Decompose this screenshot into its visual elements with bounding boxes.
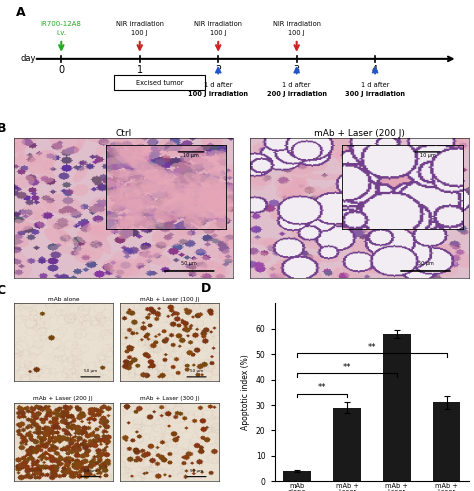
Text: A: A <box>16 6 26 19</box>
Text: **: ** <box>318 383 326 392</box>
Text: 3: 3 <box>293 65 300 76</box>
Title: mAb + Laser (300 J): mAb + Laser (300 J) <box>140 396 200 402</box>
FancyBboxPatch shape <box>114 75 205 90</box>
Text: 50 μm: 50 μm <box>84 369 97 373</box>
Text: 50 μm: 50 μm <box>190 369 203 373</box>
Bar <box>333 408 361 481</box>
Text: NIR irradiation: NIR irradiation <box>194 21 242 27</box>
Title: Ctrl: Ctrl <box>116 129 132 137</box>
Text: D: D <box>201 282 211 295</box>
Text: B: B <box>0 122 6 135</box>
Text: i.v.: i.v. <box>56 30 66 36</box>
Title: mAb + Laser (200 J): mAb + Laser (200 J) <box>34 396 93 402</box>
Text: 1 d after: 1 d after <box>361 82 389 88</box>
Y-axis label: Apoptotic index (%): Apoptotic index (%) <box>241 355 250 430</box>
Text: 1 d after: 1 d after <box>204 82 232 88</box>
Text: 1 d after: 1 d after <box>283 82 311 88</box>
Text: 50 μm: 50 μm <box>418 261 433 266</box>
Text: 200 J irradiation: 200 J irradiation <box>267 91 327 97</box>
Text: day: day <box>20 55 36 63</box>
Text: 50 μm: 50 μm <box>84 469 97 473</box>
Text: 0: 0 <box>58 65 64 76</box>
Text: 50 μm: 50 μm <box>182 261 197 266</box>
Title: mAb alone: mAb alone <box>47 297 79 301</box>
Text: NIR irradiation: NIR irradiation <box>273 21 320 27</box>
Title: mAb + Laser (100 J): mAb + Laser (100 J) <box>140 297 200 301</box>
Title: mAb + Laser (200 J): mAb + Laser (200 J) <box>314 129 405 137</box>
Text: C: C <box>0 284 6 297</box>
Text: 100 J: 100 J <box>210 30 227 36</box>
Text: 2: 2 <box>215 65 221 76</box>
Text: 100 J: 100 J <box>288 30 305 36</box>
Bar <box>283 471 311 481</box>
Text: 300 J irradiation: 300 J irradiation <box>345 91 405 97</box>
Text: **: ** <box>343 363 351 372</box>
Text: **: ** <box>368 343 376 352</box>
Bar <box>383 334 410 481</box>
Bar <box>433 403 460 481</box>
Text: 100 J: 100 J <box>131 30 148 36</box>
Text: 50 μm: 50 μm <box>190 469 203 473</box>
Text: NIR irradiation: NIR irradiation <box>116 21 164 27</box>
Text: 100 J irradiation: 100 J irradiation <box>188 91 248 97</box>
Text: 1: 1 <box>137 65 143 76</box>
Text: 4: 4 <box>372 65 378 76</box>
Text: IR700-12A8: IR700-12A8 <box>41 21 82 27</box>
Text: Excised tumor: Excised tumor <box>136 80 183 85</box>
